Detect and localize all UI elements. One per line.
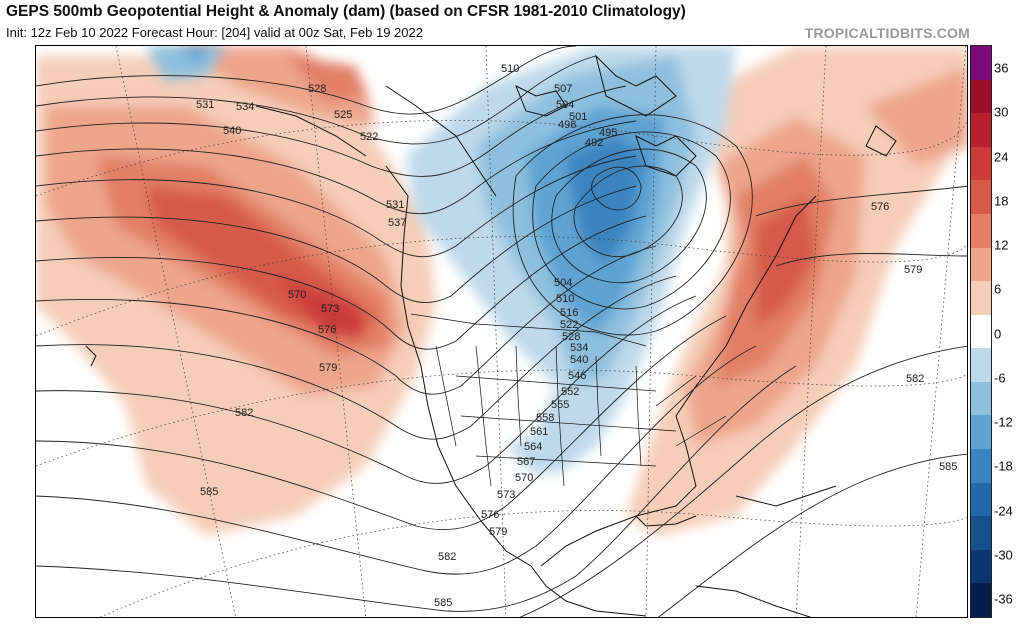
colorbar-tick-label: 0: [994, 326, 1002, 341]
colorbar-segment: [971, 180, 991, 215]
colorbar-tick-label: -6: [994, 370, 1006, 386]
contour-label: 564: [524, 441, 542, 453]
contour-label: 576: [481, 509, 499, 521]
colorbar: [970, 45, 992, 618]
contour-label: 510: [556, 293, 574, 305]
contour-label: 582: [438, 551, 456, 563]
colorbar-segment: [971, 516, 991, 551]
colorbar-segment: [971, 314, 991, 349]
contour-label: 576: [318, 324, 336, 336]
colorbar-segment: [971, 449, 991, 484]
colorbar-tick-label: 24: [994, 149, 1009, 164]
colorbar-segment: [971, 549, 991, 584]
contour-label: 528: [562, 331, 580, 343]
contour-label: 504: [554, 277, 572, 289]
contour-label: 531: [386, 199, 404, 211]
contour-label: 540: [223, 125, 241, 137]
contour-label: 582: [906, 373, 924, 385]
colorbar-tick-label: -36: [994, 591, 1013, 607]
contour-label: 492: [585, 137, 603, 149]
political-borders: [410, 313, 727, 487]
contour-label: 579: [904, 264, 922, 276]
contour-label: 579: [489, 526, 507, 538]
colorbar-segment: [971, 381, 991, 416]
colorbar-tick-label: 18: [994, 193, 1009, 209]
colorbar-tick-label: 30: [994, 104, 1009, 120]
contour-label: 537: [388, 217, 406, 229]
colorbar-tick-label: -18: [994, 458, 1013, 474]
contour-label: 585: [434, 597, 452, 609]
contour-label: 516: [560, 307, 578, 319]
contour-label: 582: [235, 407, 253, 419]
colorbar-segment: [971, 146, 991, 181]
map-panel: 531 534 540 528 525 522 531 537 510 507 …: [35, 45, 968, 618]
contour-label: 570: [288, 289, 306, 301]
contour-label: 558: [536, 412, 554, 424]
contour-label: 510: [501, 63, 519, 75]
contour-label: 498: [558, 119, 576, 131]
colorbar-segment: [971, 583, 991, 618]
colorbar-tick-label: -30: [994, 547, 1013, 563]
contour-label: 573: [321, 303, 339, 315]
colorbar-segment: [971, 46, 991, 81]
height-contours: [36, 46, 967, 617]
map-subtitle: Init: 12z Feb 10 2022 Forecast Hour: [20…: [6, 25, 423, 40]
contour-label: 567: [517, 456, 535, 468]
contour-label: 495: [599, 127, 617, 139]
contour-label: 504: [556, 99, 574, 111]
credit-watermark: TROPICALTIDBITS.COM: [804, 25, 970, 41]
colorbar-segment: [971, 281, 991, 316]
graticule-lines: [36, 46, 967, 617]
contour-label: 531: [196, 99, 214, 111]
colorbar-segment: [971, 79, 991, 114]
colorbar-tick-label: -24: [994, 503, 1013, 518]
contour-label: 522: [560, 319, 578, 331]
contour-label: 570: [515, 472, 533, 484]
positive-anomaly-east: [626, 46, 967, 536]
contour-label: 573: [497, 489, 515, 501]
contour-label: 534: [236, 101, 254, 113]
contour-label: 540: [570, 354, 588, 366]
contour-label: 507: [554, 83, 572, 95]
map-title: GEPS 500mb Geopotential Height & Anomaly…: [6, 3, 686, 20]
colorbar-tick-label: 6: [994, 281, 1002, 297]
colorbar-segment: [971, 482, 991, 517]
colorbar-segment: [971, 213, 991, 249]
contour-label: 555: [551, 399, 569, 411]
contour-label: 552: [561, 386, 579, 398]
contour-label: 576: [871, 201, 889, 213]
contour-label: 546: [568, 370, 586, 382]
contour-label: 522: [360, 131, 378, 143]
contour-label: 525: [334, 109, 352, 121]
contour-label: 585: [200, 486, 218, 498]
colorbar-segment: [971, 415, 991, 450]
contour-label: 534: [570, 342, 588, 354]
colorbar-tick-label: -12: [994, 414, 1013, 430]
anomaly-map: 531 534 540 528 525 522 531 537 510 507 …: [36, 46, 967, 617]
contour-label: 528: [308, 83, 326, 95]
contour-label: 579: [319, 362, 337, 374]
contour-label: 561: [530, 426, 548, 438]
contour-labels: 531 534 540 528 525 522 531 537 510 507 …: [196, 63, 957, 609]
colorbar-segment: [971, 247, 991, 282]
contour-label: 585: [939, 461, 957, 473]
colorbar-segment: [971, 113, 991, 148]
positive-anomaly-west: [36, 46, 436, 536]
colorbar-segment: [971, 348, 991, 383]
colorbar-tick-label: 36: [994, 60, 1009, 76]
contour-label: 501: [569, 111, 587, 123]
colorbar-tick-label: 12: [994, 237, 1009, 253]
